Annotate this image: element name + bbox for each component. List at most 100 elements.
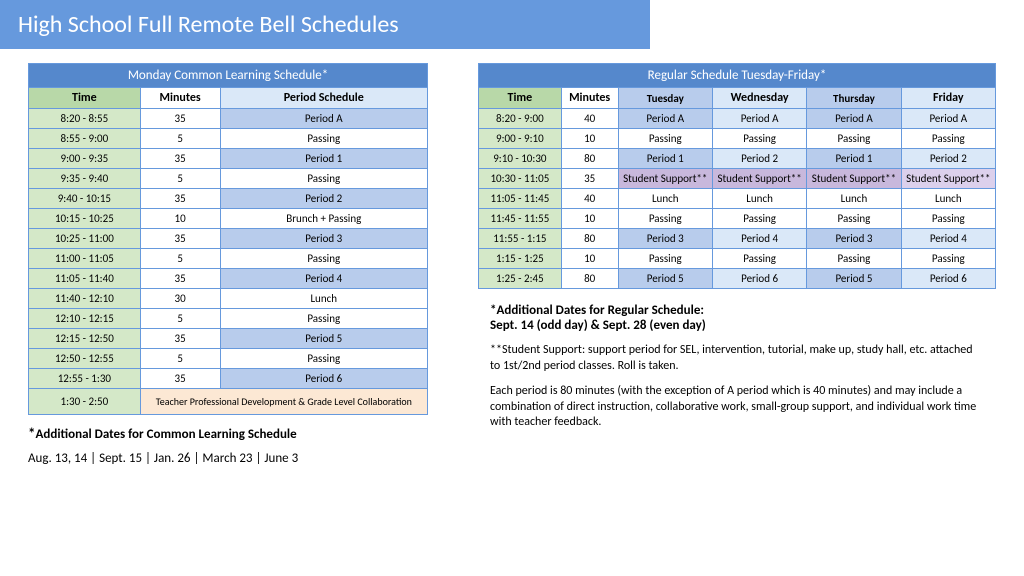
table-cell: Passing: [807, 249, 901, 269]
table-cell: Period 6: [712, 269, 806, 289]
table-cell: Passing: [807, 209, 901, 229]
table-cell: Student Support**: [901, 169, 995, 189]
table-cell: Student Support**: [712, 169, 806, 189]
table-cell: 40: [561, 189, 618, 209]
table-cell: Period A: [712, 109, 806, 129]
table-cell: 35: [140, 369, 220, 389]
table-cell: 35: [140, 229, 220, 249]
table-cell: 1:25 - 2:45: [479, 269, 562, 289]
table-cell: 10: [561, 129, 618, 149]
monday-table-title: Monday Common Learning Schedule*: [29, 64, 428, 88]
table-cell: Student Support**: [618, 169, 712, 189]
right-notes: *Additional Dates for Regular Schedule: …: [478, 303, 996, 431]
table-cell: Period A: [807, 109, 901, 129]
table-cell: Period 5: [807, 269, 901, 289]
table-cell: Passing: [712, 209, 806, 229]
table-cell: 8:55 - 9:00: [29, 129, 141, 149]
last-time: 1:30 - 2:50: [29, 389, 141, 415]
table-cell: 9:40 - 10:15: [29, 189, 141, 209]
table-cell: 35: [140, 269, 220, 289]
rcol-min: Minutes: [561, 88, 618, 109]
table-cell: 5: [140, 169, 220, 189]
col-time: Time: [29, 88, 141, 109]
table-cell: 11:45 - 11:55: [479, 209, 562, 229]
table-cell: 35: [561, 169, 618, 189]
table-cell: 10: [140, 209, 220, 229]
table-cell: Lunch: [901, 189, 995, 209]
table-cell: 12:10 - 12:15: [29, 309, 141, 329]
table-cell: Passing: [901, 249, 995, 269]
table-cell: 5: [140, 129, 220, 149]
rcol-fri: Friday: [901, 88, 995, 109]
table-cell: Period A: [220, 109, 427, 129]
table-cell: 80: [561, 269, 618, 289]
table-cell: 10: [561, 249, 618, 269]
page-title: High School Full Remote Bell Schedules: [0, 0, 650, 49]
table-cell: Passing: [220, 349, 427, 369]
left-note-title: *Additional Dates for Common Learning Sc…: [28, 425, 428, 443]
table-cell: 9:00 - 9:35: [29, 149, 141, 169]
monday-schedule-table: Monday Common Learning Schedule* Time Mi…: [28, 63, 428, 415]
regular-table-title: Regular Schedule Tuesday-Friday*: [479, 64, 996, 88]
table-cell: 1:15 - 1:25: [479, 249, 562, 269]
table-cell: 8:20 - 8:55: [29, 109, 141, 129]
table-cell: 35: [140, 189, 220, 209]
table-cell: 12:55 - 1:30: [29, 369, 141, 389]
last-period: Teacher Professional Development & Grade…: [140, 389, 427, 415]
table-cell: Passing: [901, 209, 995, 229]
rcol-tue: Tuesday: [618, 88, 712, 109]
table-cell: 12:50 - 12:55: [29, 349, 141, 369]
rcol-wed: Wednesday: [712, 88, 806, 109]
table-cell: Passing: [618, 129, 712, 149]
table-cell: 30: [140, 289, 220, 309]
table-cell: Period 5: [220, 329, 427, 349]
table-cell: 11:00 - 11:05: [29, 249, 141, 269]
table-cell: Passing: [901, 129, 995, 149]
table-cell: Passing: [220, 309, 427, 329]
table-cell: 9:10 - 10:30: [479, 149, 562, 169]
table-cell: Student Support**: [807, 169, 901, 189]
table-cell: Period 2: [220, 189, 427, 209]
table-cell: 10:15 - 10:25: [29, 209, 141, 229]
content-area: Monday Common Learning Schedule* Time Mi…: [0, 49, 1024, 480]
table-cell: Period 2: [901, 149, 995, 169]
table-cell: Passing: [618, 209, 712, 229]
table-cell: Period 1: [220, 149, 427, 169]
table-cell: Passing: [807, 129, 901, 149]
table-cell: Period 1: [807, 149, 901, 169]
table-cell: 80: [561, 149, 618, 169]
rcol-time: Time: [479, 88, 562, 109]
table-cell: 35: [140, 109, 220, 129]
table-cell: 5: [140, 309, 220, 329]
table-cell: Passing: [220, 169, 427, 189]
table-cell: Period 6: [901, 269, 995, 289]
table-cell: 10:25 - 11:00: [29, 229, 141, 249]
table-cell: 35: [140, 329, 220, 349]
table-cell: 9:35 - 9:40: [29, 169, 141, 189]
table-cell: Period 3: [807, 229, 901, 249]
col-minutes: Minutes: [140, 88, 220, 109]
right-note1a: *Additional Dates for Regular Schedule:: [490, 303, 984, 318]
table-cell: 11:40 - 12:10: [29, 289, 141, 309]
table-cell: 5: [140, 349, 220, 369]
table-cell: 11:55 - 1:15: [479, 229, 562, 249]
table-cell: Period 1: [618, 149, 712, 169]
table-cell: Period A: [618, 109, 712, 129]
table-cell: Period 3: [618, 229, 712, 249]
table-cell: 80: [561, 229, 618, 249]
table-cell: Period 3: [220, 229, 427, 249]
table-cell: Passing: [712, 129, 806, 149]
table-cell: Period 2: [712, 149, 806, 169]
table-cell: Period 4: [220, 269, 427, 289]
right-note1b: Sept. 14 (odd day) & Sept. 28 (even day): [490, 318, 984, 333]
table-cell: 11:05 - 11:40: [29, 269, 141, 289]
right-note2: **Student Support: support period for SE…: [490, 343, 984, 374]
table-cell: 40: [561, 109, 618, 129]
col-period: Period Schedule: [220, 88, 427, 109]
right-note3: Each period is 80 minutes (with the exce…: [490, 384, 984, 431]
table-cell: Period 4: [901, 229, 995, 249]
rcol-thu: Thursday: [807, 88, 901, 109]
table-cell: 9:00 - 9:10: [479, 129, 562, 149]
left-note-dates: Aug. 13, 14 | Sept. 15 | Jan. 26 | March…: [28, 451, 428, 466]
table-cell: 5: [140, 249, 220, 269]
